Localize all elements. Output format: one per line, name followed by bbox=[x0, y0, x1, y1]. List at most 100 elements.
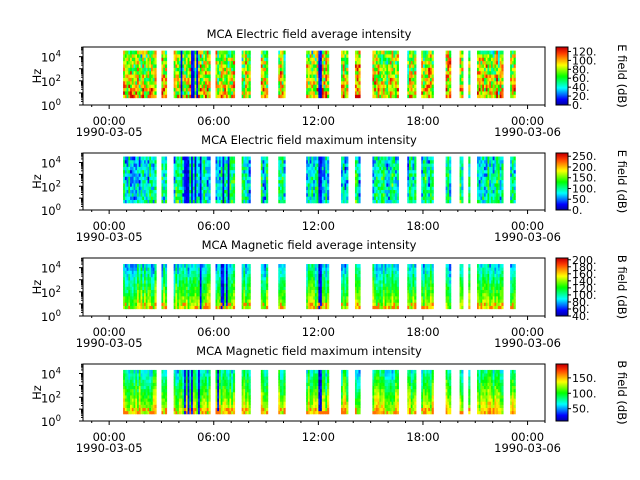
heatmap-cell bbox=[163, 166, 166, 171]
heatmap-cell bbox=[445, 156, 448, 161]
heatmap-cell bbox=[325, 50, 328, 55]
heatmap-cell bbox=[280, 64, 283, 68]
heatmap-cell bbox=[309, 87, 312, 92]
heatmap-cell bbox=[477, 87, 480, 92]
heatmap-cell bbox=[372, 50, 375, 55]
heatmap-cell bbox=[325, 80, 328, 85]
heatmap-cell bbox=[201, 70, 204, 75]
heatmap-cell bbox=[410, 176, 413, 181]
heatmap-cell bbox=[147, 196, 150, 200]
heatmap-cell bbox=[356, 50, 359, 55]
heatmap-cell bbox=[421, 159, 424, 164]
heatmap-cell bbox=[245, 91, 248, 95]
heatmap-cell bbox=[215, 84, 218, 89]
heatmap-cell bbox=[130, 192, 133, 197]
heatmap-cell bbox=[410, 179, 413, 184]
heatmap-cell bbox=[137, 196, 140, 200]
heatmap-cell bbox=[180, 302, 183, 306]
heatmap-cell bbox=[307, 199, 311, 204]
heatmap-cell bbox=[124, 57, 127, 62]
heatmap-cell bbox=[307, 176, 311, 181]
heatmap-cell bbox=[246, 299, 250, 303]
heatmap-cell bbox=[327, 77, 330, 82]
heatmap-cell bbox=[137, 60, 140, 65]
heatmap-cell bbox=[306, 166, 309, 171]
heatmap-cell bbox=[477, 77, 480, 82]
heatmap-cell bbox=[311, 189, 314, 194]
heatmap-cell bbox=[145, 80, 148, 85]
heatmap-cell bbox=[377, 91, 380, 95]
heatmap-cell bbox=[164, 50, 168, 55]
heatmap-cell bbox=[374, 159, 377, 164]
heatmap-cell bbox=[175, 166, 178, 171]
heatmap-cell bbox=[388, 173, 391, 177]
heatmap-cell bbox=[150, 87, 154, 92]
heatmap-cell bbox=[327, 50, 330, 55]
heatmap-cell bbox=[142, 64, 145, 68]
heatmap-cell bbox=[316, 80, 319, 85]
heatmap-cell bbox=[480, 199, 483, 204]
heatmap-cell bbox=[306, 169, 309, 174]
heatmap-cell bbox=[327, 57, 330, 62]
heatmap-cell bbox=[395, 169, 398, 174]
heatmap-cell bbox=[381, 163, 384, 167]
heatmap-cell bbox=[346, 80, 349, 85]
heatmap-cell bbox=[246, 173, 250, 177]
colorbar-segment bbox=[556, 187, 568, 189]
heatmap-cell bbox=[377, 74, 380, 78]
heatmap-cell bbox=[393, 91, 396, 95]
heatmap-cell bbox=[154, 84, 157, 89]
heatmap-cell bbox=[321, 163, 324, 167]
heatmap-cell bbox=[205, 192, 208, 197]
heatmap-cell bbox=[222, 80, 225, 85]
heatmap-cell bbox=[227, 91, 230, 95]
heatmap-cell bbox=[372, 166, 375, 171]
heatmap-cell bbox=[126, 67, 129, 72]
heatmap-cell bbox=[185, 156, 188, 161]
heatmap-cell bbox=[449, 189, 452, 194]
y-tick-exponent: 2 bbox=[56, 179, 61, 189]
heatmap-cell bbox=[374, 163, 377, 167]
heatmap-cell bbox=[140, 283, 143, 287]
heatmap-cell bbox=[150, 264, 154, 268]
heatmap-cell bbox=[205, 77, 208, 82]
heatmap-cell bbox=[185, 283, 188, 287]
heatmap-cell bbox=[414, 183, 417, 187]
heatmap-cell bbox=[154, 156, 157, 161]
heatmap-cell bbox=[511, 67, 515, 72]
heatmap-cell bbox=[388, 196, 391, 200]
heatmap-cell bbox=[208, 159, 211, 164]
heatmap-cell bbox=[511, 159, 515, 164]
heatmap-cell bbox=[393, 163, 396, 167]
heatmap-cell bbox=[229, 173, 232, 177]
heatmap-cell bbox=[130, 196, 133, 200]
heatmap-cell bbox=[145, 91, 148, 95]
heatmap-cell bbox=[388, 77, 391, 82]
heatmap-cell bbox=[177, 179, 180, 184]
heatmap-cell bbox=[483, 53, 487, 58]
heatmap-cell bbox=[358, 163, 361, 167]
heatmap-cell bbox=[187, 166, 190, 171]
heatmap-cell bbox=[149, 176, 152, 181]
heatmap-cell bbox=[480, 169, 483, 174]
heatmap-cell bbox=[487, 192, 490, 197]
heatmap-cell bbox=[461, 189, 464, 194]
heatmap-cell bbox=[229, 163, 232, 167]
start-date-label: 1990-03-05 bbox=[76, 125, 143, 139]
heatmap-cell bbox=[144, 302, 147, 306]
heatmap-cell bbox=[384, 70, 387, 75]
heatmap-cell bbox=[152, 173, 155, 177]
heatmap-cell bbox=[410, 87, 413, 92]
heatmap-cell bbox=[316, 67, 319, 72]
heatmap-cell bbox=[248, 94, 251, 99]
heatmap-cell bbox=[388, 57, 391, 62]
heatmap-cell bbox=[194, 166, 197, 171]
heatmap-cell bbox=[227, 270, 230, 275]
heatmap-cell bbox=[492, 60, 495, 65]
heatmap-cell bbox=[313, 179, 316, 184]
heatmap-cell bbox=[138, 280, 141, 284]
heatmap-cell bbox=[150, 173, 154, 177]
heatmap-cell bbox=[189, 299, 192, 303]
heatmap-cell bbox=[283, 186, 286, 191]
heatmap-cell bbox=[280, 77, 283, 82]
